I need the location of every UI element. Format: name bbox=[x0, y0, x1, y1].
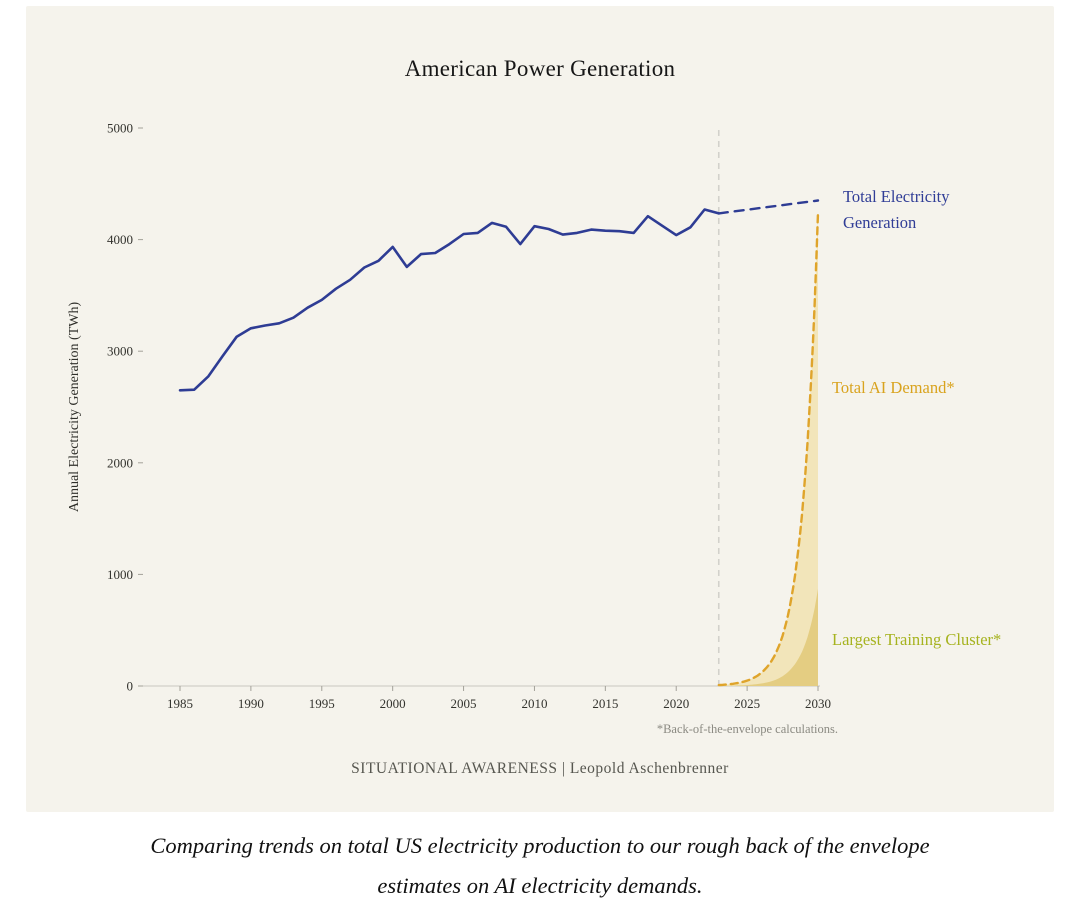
x-tick-label: 1985 bbox=[167, 696, 193, 711]
caption-line-2: estimates on AI electricity demands. bbox=[377, 873, 703, 898]
chart-title: American Power Generation bbox=[404, 56, 676, 81]
ai-demand-line bbox=[717, 211, 820, 687]
x-tick-label: 2025 bbox=[734, 696, 760, 711]
x-tick-label: 2020 bbox=[663, 696, 689, 711]
y-axis-label: Annual Electricity Generation (TWh) bbox=[67, 301, 82, 513]
y-tick-label: 2000 bbox=[107, 455, 133, 470]
generation-historical-line bbox=[178, 208, 721, 392]
x-tick-label: 2000 bbox=[380, 696, 406, 711]
x-tick-label: 2030 bbox=[805, 696, 831, 711]
training-cluster-area bbox=[718, 588, 818, 686]
x-tick-label: 1995 bbox=[309, 696, 335, 711]
chart-panel bbox=[26, 6, 1054, 812]
caption-line-1: Comparing trends on total US electricity… bbox=[150, 833, 930, 858]
total-ai-demand-label: Total AI Demand* bbox=[832, 378, 955, 397]
total-electricity-generation-label: Total Electricity Generation bbox=[843, 187, 950, 232]
y-tick-label: 4000 bbox=[107, 232, 133, 247]
ai-demand-area bbox=[718, 212, 818, 687]
x-tick-label: 2015 bbox=[592, 696, 618, 711]
credit-line: SITUATIONAL AWARENESS | Leopold Aschenbr… bbox=[351, 760, 729, 777]
figure-caption: Comparing trends on total US electricity… bbox=[0, 826, 1080, 906]
y-tick-label: 0 bbox=[127, 679, 134, 694]
largest-training-cluster-label: Largest Training Cluster* bbox=[832, 630, 1002, 649]
footnote: *Back-of-the-envelope calculations. bbox=[656, 722, 838, 736]
y-tick-label: 1000 bbox=[107, 567, 133, 582]
x-tick-label: 2005 bbox=[451, 696, 477, 711]
x-tick-label: 1990 bbox=[238, 696, 264, 711]
y-tick-label: 3000 bbox=[107, 344, 133, 359]
x-tick-label: 2010 bbox=[521, 696, 547, 711]
generation-projected-line bbox=[717, 199, 820, 215]
y-tick-label: 5000 bbox=[107, 121, 133, 136]
